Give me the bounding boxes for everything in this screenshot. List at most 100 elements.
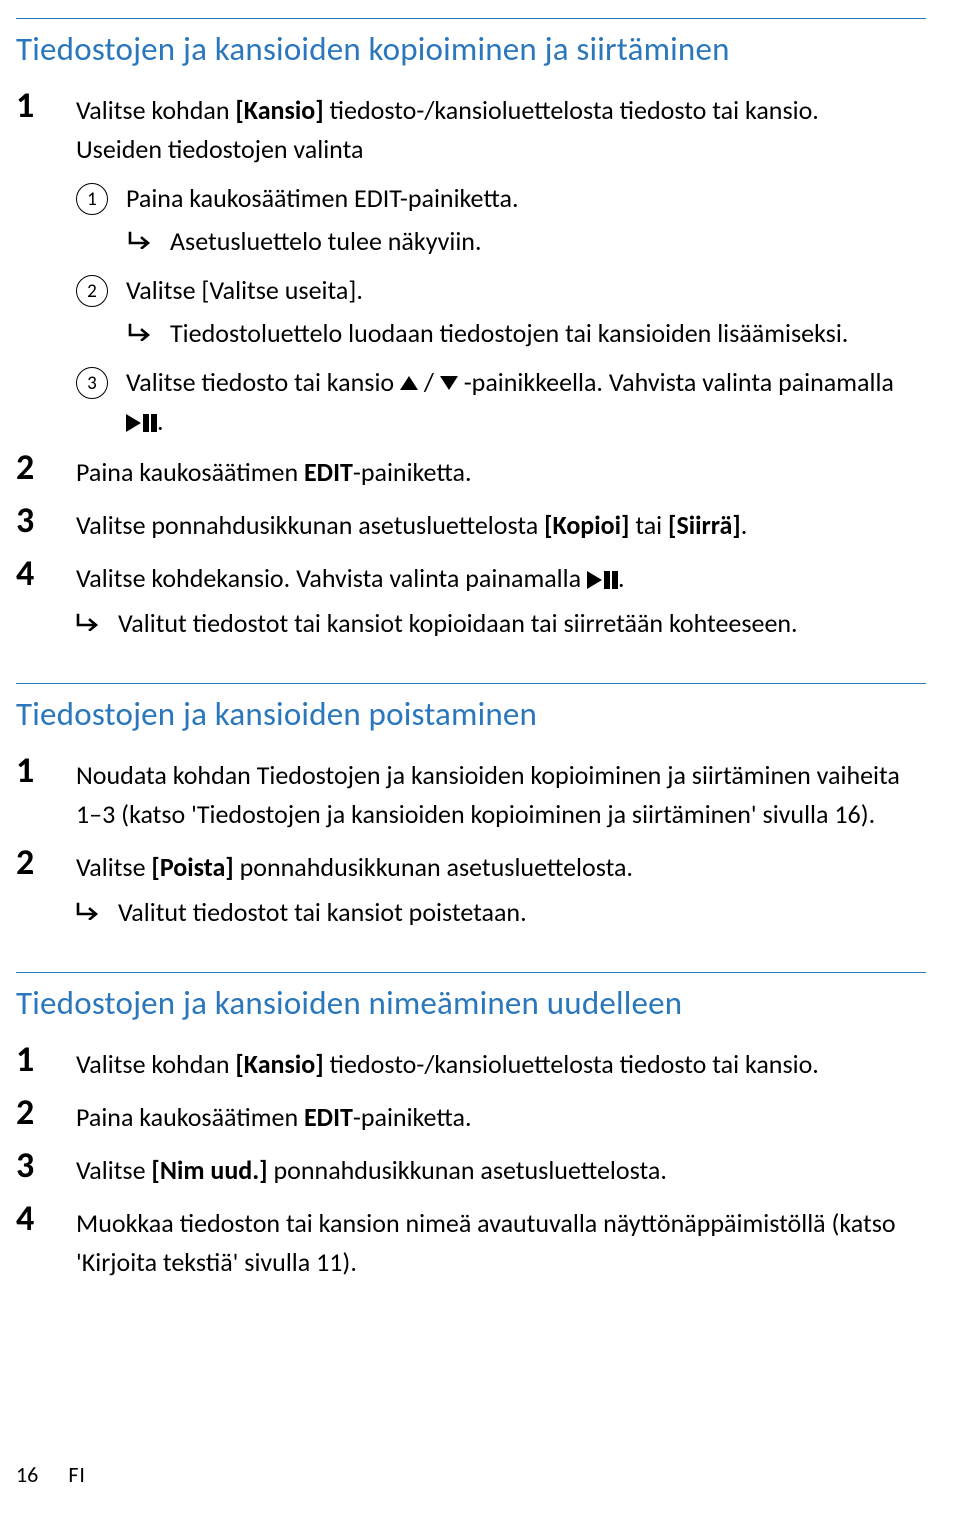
play-pause-icon [126, 414, 157, 432]
text: . [741, 509, 748, 541]
text: tiedosto-/kansioluettelosta tiedosto tai… [324, 94, 819, 126]
step-text: Valitse kohdan [Kansio] tiedosto-/kansio… [76, 1039, 930, 1084]
text: . [157, 405, 164, 437]
text: Useiden tiedostojen valinta [76, 133, 363, 165]
substep: 1 Paina kaukosäätimen EDIT-painiketta. [16, 175, 930, 222]
section-heading: Tiedostojen ja kansioiden poistaminen [0, 690, 960, 748]
triangle-down-icon [440, 376, 458, 390]
circled-number: 2 [76, 275, 108, 307]
step-text: Valitse kohdekansio. Vahvista valinta pa… [76, 553, 930, 598]
section-rule [16, 18, 926, 19]
result-arrow-icon [128, 314, 160, 341]
step-text: Valitse ponnahdusikkunan asetusluettelos… [76, 500, 930, 545]
substep: 2 Valitse [Valitse useita]. [16, 267, 930, 314]
result-line: Asetusluettelo tulee näkyviin. [16, 222, 930, 267]
text: . [618, 562, 625, 594]
step: 2 Paina kaukosäätimen EDIT-painiketta. [16, 1090, 930, 1143]
text-bold: [Kopioi] [544, 509, 629, 541]
text: -painikkeella. Vahvista valinta painamal… [458, 366, 894, 398]
result-line: Tiedostoluettelo luodaan tiedostojen tai… [16, 314, 930, 359]
text: ponnahdusikkunan asetusluettelosta. [234, 851, 633, 883]
step: 1 Valitse kohdan [Kansio] tiedosto-/kans… [16, 83, 930, 175]
substep-text: Paina kaukosäätimen EDIT-painiketta. [126, 179, 930, 218]
step: 4 Valitse kohdekansio. Vahvista valinta … [16, 551, 930, 604]
step-text: Paina kaukosäätimen EDIT-painiketta. [76, 447, 930, 492]
page-number: 16 [16, 1461, 38, 1488]
step: 3 Valitse ponnahdusikkunan asetusluettel… [16, 498, 930, 551]
step-number: 1 [16, 1039, 76, 1080]
step-text: Paina kaukosäätimen EDIT-painiketta. [76, 1092, 930, 1137]
text: Valitse kohdan [76, 1048, 235, 1080]
section-heading: Tiedostojen ja kansioiden nimeäminen uud… [0, 979, 960, 1037]
section-rule [16, 972, 926, 973]
text: Valitse ponnahdusikkunan asetusluettelos… [76, 509, 544, 541]
substep-text: Valitse tiedosto tai kansio / -painikkee… [126, 363, 930, 441]
text-bold: [Kansio] [235, 94, 323, 126]
substep-text: Valitse [Valitse useita]. [126, 271, 930, 310]
step-text: Valitse [Poista] ponnahdusikkunan asetus… [76, 842, 930, 887]
page-lang: FI [68, 1461, 86, 1488]
result-text: Tiedostoluettelo luodaan tiedostojen tai… [170, 314, 848, 353]
text-bold: EDIT [354, 182, 400, 214]
circled-number: 3 [76, 367, 108, 399]
step-number: 2 [16, 447, 76, 488]
text-bold: [Nim uud.] [151, 1154, 267, 1186]
text: / [418, 366, 440, 398]
text-bold: [Siirrä] [668, 509, 741, 541]
text: ponnahdusikkunan asetusluettelosta. [268, 1154, 667, 1186]
text: -painiketta. [400, 182, 519, 214]
text: Paina kaukosäätimen [126, 182, 354, 214]
result-line: Valitut tiedostot tai kansiot poistetaan… [16, 893, 930, 936]
text: Paina kaukosäätimen [76, 1101, 304, 1133]
step-text: Valitse kohdan [Kansio] tiedosto-/kansio… [76, 85, 930, 169]
page-footer: 16 FI [16, 1461, 86, 1488]
text: Valitse [76, 851, 151, 883]
text-bold: EDIT [304, 1101, 353, 1133]
step-text: Valitse [Nim uud.] ponnahdusikkunan aset… [76, 1145, 930, 1190]
text: Valitse kohdekansio. Vahvista valinta pa… [76, 562, 587, 594]
substep: 3 Valitse tiedosto tai kansio / -painikk… [16, 359, 930, 445]
result-text: Asetusluettelo tulee näkyviin. [170, 222, 482, 261]
text-bold: [Poista] [151, 851, 233, 883]
section-body: 1 Valitse kohdan [Kansio] tiedosto-/kans… [0, 1037, 960, 1288]
step: 2 Valitse [Poista] ponnahdusikkunan aset… [16, 840, 930, 893]
result-text: Valitut tiedostot tai kansiot kopioidaan… [118, 604, 798, 643]
section-body: 1 Valitse kohdan [Kansio] tiedosto-/kans… [0, 83, 960, 647]
text-bold: [Kansio] [235, 1048, 323, 1080]
text: Valitse [126, 274, 201, 306]
step: 2 Paina kaukosäätimen EDIT-painiketta. [16, 445, 930, 498]
step: 1 Noudata kohdan Tiedostojen ja kansioid… [16, 748, 930, 840]
step-number: 1 [16, 750, 76, 791]
text-bold: EDIT [304, 456, 353, 488]
section-heading: Tiedostojen ja kansioiden kopioiminen ja… [0, 25, 960, 83]
text: tiedosto-/kansioluettelosta tiedosto tai… [324, 1048, 819, 1080]
result-arrow-icon [76, 893, 108, 920]
step: 1 Valitse kohdan [Kansio] tiedosto-/kans… [16, 1037, 930, 1090]
step-text: Noudata kohdan Tiedostojen ja kansioiden… [76, 750, 930, 834]
step-number: 2 [16, 842, 76, 883]
manual-page: Tiedostojen ja kansioiden kopioiminen ja… [0, 18, 960, 1516]
step-number: 2 [16, 1092, 76, 1133]
step-number: 1 [16, 85, 76, 126]
step-number: 3 [16, 500, 76, 541]
result-line: Valitut tiedostot tai kansiot kopioidaan… [16, 604, 930, 647]
section-body: 1 Noudata kohdan Tiedostojen ja kansioid… [0, 748, 960, 936]
text: Valitse kohdan [76, 94, 235, 126]
text: tai [629, 509, 668, 541]
text: Paina kaukosäätimen [76, 456, 304, 488]
step-number: 4 [16, 553, 76, 594]
result-arrow-icon [76, 604, 108, 631]
step: 4 Muokkaa tiedoston tai kansion nimeä av… [16, 1196, 930, 1288]
circled-number: 1 [76, 183, 108, 215]
text: . [356, 274, 363, 306]
result-text: Valitut tiedostot tai kansiot poistetaan… [118, 893, 527, 932]
result-arrow-icon [128, 222, 160, 249]
step-text: Muokkaa tiedoston tai kansion nimeä avau… [76, 1198, 930, 1282]
step-number: 3 [16, 1145, 76, 1186]
text: -painiketta. [353, 1101, 472, 1133]
section-rule [16, 683, 926, 684]
text: -painiketta. [353, 456, 472, 488]
step-number: 4 [16, 1198, 76, 1239]
triangle-up-icon [400, 376, 418, 390]
play-pause-icon [587, 571, 618, 589]
